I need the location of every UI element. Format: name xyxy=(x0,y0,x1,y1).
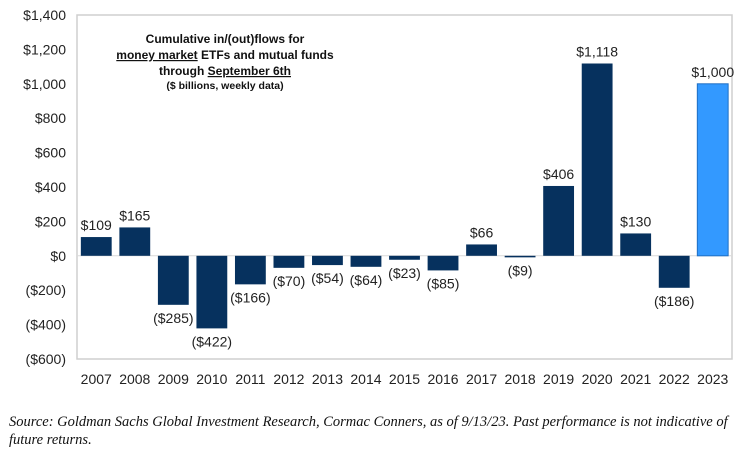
y-tick-label: ($600) xyxy=(26,351,66,367)
x-tick-label: 2020 xyxy=(582,371,613,387)
bar-2007 xyxy=(80,237,112,256)
data-label-2015: ($23) xyxy=(388,265,421,281)
x-tick-label: 2019 xyxy=(543,371,574,387)
source-note: Source: Goldman Sachs Global Investment … xyxy=(9,414,728,448)
bar-2013 xyxy=(312,255,343,266)
data-label-2009: ($285) xyxy=(153,310,193,326)
y-tick-label: ($200) xyxy=(26,282,66,298)
x-tick-label: 2021 xyxy=(620,371,651,387)
data-label-2010: ($422) xyxy=(192,333,232,349)
bar-chart: $1,400 $1,200 $1,000 $800 $600 $400 $200 $0 ($20… xyxy=(23,7,735,387)
data-label-2007: $109 xyxy=(81,217,112,233)
bar-2019 xyxy=(543,185,575,256)
data-label-2014: ($64) xyxy=(350,272,383,288)
data-labels: $109 $165 ($285) ($422) ($166)($70) ($54) ($64… xyxy=(81,44,735,350)
bar-2020 xyxy=(581,63,613,256)
chart-title-line: through September 6th xyxy=(159,64,291,78)
y-tick-label: $800 xyxy=(35,110,66,126)
y-tick-label: $200 xyxy=(35,213,66,229)
data-label-2008: $165 xyxy=(119,207,150,223)
y-tick-label: ($400) xyxy=(26,317,66,333)
x-tick-label: 2016 xyxy=(427,371,458,387)
bar-2010 xyxy=(196,255,228,329)
data-label-2022: ($186) xyxy=(654,293,694,309)
data-label-2013: ($54) xyxy=(311,270,344,286)
x-tick-label: 2007 xyxy=(81,371,112,387)
y-tick-label: $400 xyxy=(35,179,66,195)
y-tick-label: $0 xyxy=(50,248,66,264)
x-tick-label: 2023 xyxy=(697,371,728,387)
bar-2012 xyxy=(273,255,305,268)
x-tick-label: 2011 xyxy=(235,371,265,387)
data-label-2021: $130 xyxy=(620,213,651,229)
chart-subtitle: ($ billions, weekly data) xyxy=(166,80,283,92)
y-tick-label: $600 xyxy=(35,145,66,161)
x-tick-label: 2014 xyxy=(350,371,381,387)
y-tick-label: $1,400 xyxy=(23,7,66,23)
x-tick-label: 2009 xyxy=(158,371,189,387)
bar-2014 xyxy=(350,255,382,267)
bar-2022 xyxy=(658,255,690,288)
chart-title: Cumulative in/(out)flows for money market… xyxy=(116,32,334,92)
bars xyxy=(80,63,729,329)
x-tick-label: 2008 xyxy=(119,371,150,387)
bar-2009 xyxy=(157,255,189,305)
bar-2008 xyxy=(119,227,151,256)
plot-frame xyxy=(76,14,733,360)
y-axis: $1,400 $1,200 $1,000 $800 $600 $400 $200 $0 ($20… xyxy=(23,7,66,367)
data-label-2011: ($166) xyxy=(230,289,270,305)
data-label-2020: $1,118 xyxy=(576,44,618,60)
x-tick-label: 2013 xyxy=(312,371,343,387)
bar-2015 xyxy=(389,255,420,260)
bar-2021 xyxy=(620,233,652,256)
x-tick-label: 2022 xyxy=(659,371,690,387)
bar-2016 xyxy=(427,255,459,271)
x-tick-label: 2017 xyxy=(466,371,497,387)
data-label-2016: ($85) xyxy=(427,275,460,291)
data-label-2023: $1,000 xyxy=(691,64,734,80)
x-tick-label: 2015 xyxy=(389,371,420,387)
data-label-2017: $66 xyxy=(470,224,494,240)
data-label-2019: $406 xyxy=(543,166,574,182)
x-tick-label: 2018 xyxy=(505,371,536,387)
data-label-2012: ($70) xyxy=(273,273,306,289)
chart-title-line: money market ETFs and mutual funds xyxy=(116,48,334,62)
x-tick-label: 2010 xyxy=(196,371,227,387)
x-axis: 2007 2008 2009 2010 2011 2012 2013 2014 2015 2016… xyxy=(81,371,729,387)
data-label-2018: ($9) xyxy=(508,262,533,278)
y-tick-label: $1,000 xyxy=(23,76,66,92)
bar-2011 xyxy=(234,255,266,285)
chart-title-line: Cumulative in/(out)flows for xyxy=(146,32,305,46)
bar-2018 xyxy=(504,255,536,258)
y-tick-label: $1,200 xyxy=(23,41,66,57)
bar-2023 xyxy=(696,83,729,257)
bar-2017 xyxy=(466,244,497,256)
x-tick-label: 2012 xyxy=(273,371,304,387)
